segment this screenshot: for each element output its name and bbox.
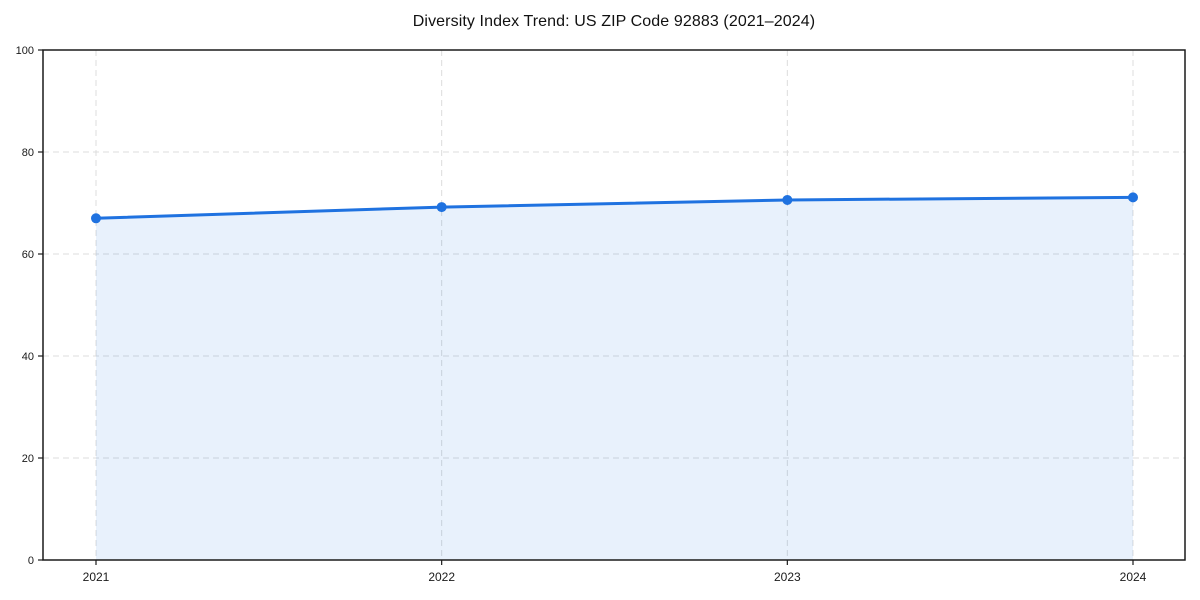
y-tick-label: 20 — [22, 453, 34, 465]
data-point-2021 — [91, 213, 101, 224]
x-tick-label: 2022 — [428, 570, 455, 584]
x-tick-label: 2021 — [83, 570, 110, 584]
y-tick-label: 60 — [22, 249, 34, 261]
y-tick-label: 100 — [16, 45, 34, 57]
plot-border — [42, 49, 1186, 561]
y-tick-label: 0 — [28, 555, 34, 567]
area-fill — [96, 197, 1133, 560]
y-tick-label: 80 — [22, 147, 34, 159]
x-tick-label: 2024 — [1120, 570, 1147, 584]
data-point-2024 — [1128, 192, 1138, 203]
data-point-2022 — [436, 202, 447, 213]
x-tick-label: 2023 — [774, 570, 801, 584]
y-tick-label: 40 — [22, 351, 34, 363]
chart-title: Diversity Index Trend: US ZIP Code 92883… — [412, 13, 816, 30]
data-point-2023 — [782, 194, 793, 205]
trend-line — [94, 195, 1135, 220]
